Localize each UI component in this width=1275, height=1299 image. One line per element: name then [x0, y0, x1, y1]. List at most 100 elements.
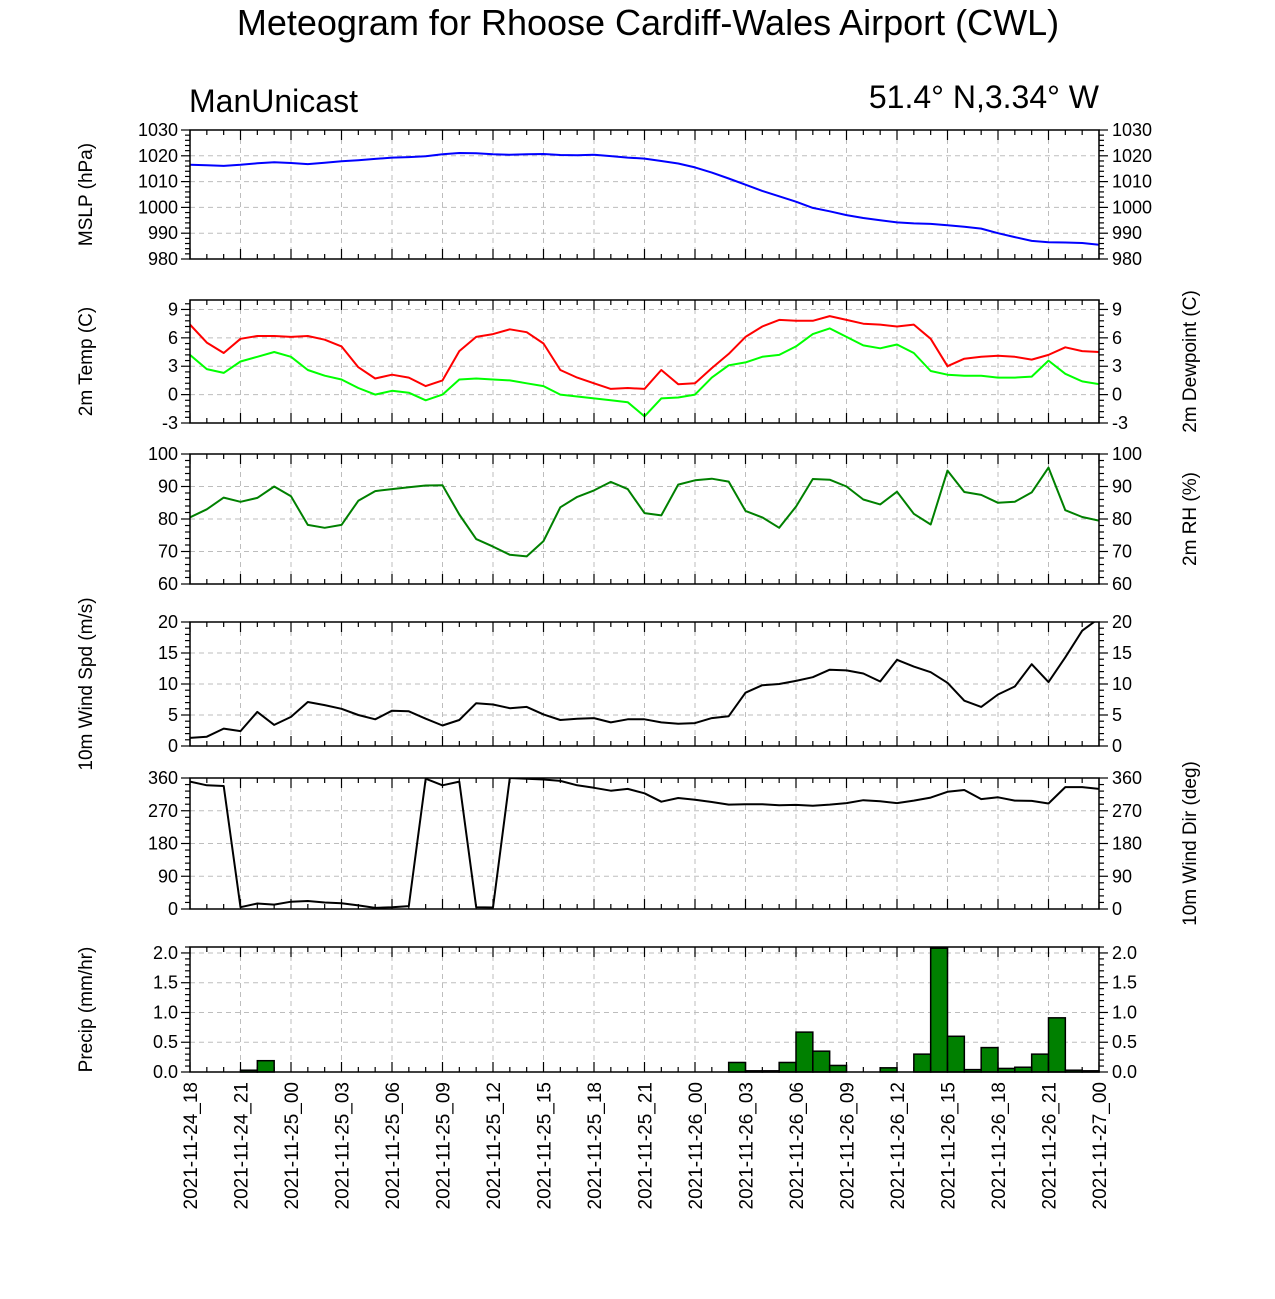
precip-bar — [1047, 1017, 1067, 1073]
y-tick-label: 100 — [148, 444, 178, 464]
y-tick-label: 3 — [168, 356, 178, 376]
y-tick-label: 0 — [1112, 736, 1122, 756]
x-tick-label: 2021-11-25_15 — [535, 1082, 556, 1209]
y-tick-label: 80 — [158, 509, 178, 529]
y-tick-label: 0 — [168, 899, 178, 919]
y-tick-label: 6 — [168, 328, 178, 348]
wspd-series-line-0 — [190, 622, 1096, 739]
y-axis-label-left: 2m Temp (C) — [76, 307, 97, 416]
y-tick-label: 20 — [158, 612, 178, 632]
y-tick-label: 180 — [148, 834, 178, 854]
y-axis-label-left: Precip (mm/hr) — [76, 947, 97, 1073]
y-axis-label-right: 2m Dewpoint (C) — [1180, 290, 1201, 433]
x-tick-label: 2021-11-25_03 — [333, 1082, 354, 1209]
y-tick-label: 1030 — [138, 120, 178, 140]
y-axis-label-right: 2m RH (%) — [1180, 472, 1201, 566]
mslp-series-line-0 — [190, 152, 1099, 246]
y-axis-label-left: MSLP (hPa) — [76, 143, 97, 246]
chart-title: Meteogram for Rhoose Cardiff-Wales Airpo… — [237, 2, 1059, 43]
precip-bar — [929, 947, 949, 1073]
y-tick-label: 1.5 — [1112, 973, 1137, 993]
y-tick-label: 60 — [158, 574, 178, 594]
panel-precip: 0.0 0.0 0.5 0.5 1.0 1.0 1.5 1.5 2.0 2.0 Precip (mm… — [76, 943, 1137, 1082]
y-tick-label: -3 — [162, 413, 178, 433]
y-tick-label: 360 — [148, 768, 178, 788]
y-tick-label: 10 — [158, 674, 178, 694]
precip-bar — [946, 1035, 966, 1073]
y-tick-label: 990 — [148, 223, 178, 243]
precip-bar — [812, 1050, 831, 1073]
x-tick-label: 2021-11-26_09 — [838, 1082, 859, 1209]
y-tick-label: 15 — [1112, 643, 1132, 663]
y-tick-label: 10 — [1112, 674, 1132, 694]
model-label: ManUnicast — [189, 83, 358, 119]
y-tick-label: 0 — [1112, 899, 1122, 919]
y-tick-label: 1000 — [138, 197, 178, 217]
y-tick-label: 2.0 — [1112, 943, 1137, 963]
y-tick-label: 1030 — [1112, 120, 1152, 140]
y-tick-label: 0 — [168, 736, 178, 756]
y-tick-label: 9 — [168, 299, 178, 319]
panel-mslp: 980 980 990 990 1000 1000 1010 1010 1020 1020 1030… — [76, 120, 1152, 269]
y-tick-label: 90 — [1112, 477, 1132, 497]
precip-bar — [1030, 1053, 1050, 1073]
x-tick-label: 2021-11-24_18 — [181, 1082, 202, 1209]
x-tick-label: 2021-11-26_00 — [686, 1082, 707, 1209]
y-tick-label: 5 — [1112, 705, 1122, 725]
x-tick-label: 2021-11-25_06 — [383, 1082, 404, 1209]
y-tick-label: 90 — [158, 477, 178, 497]
x-tick-label: 2021-11-26_06 — [787, 1082, 808, 1209]
y-tick-label: 1010 — [138, 172, 178, 192]
precip-bar — [256, 1059, 275, 1073]
y-tick-label: 2.0 — [153, 943, 178, 963]
x-tick-label: 2021-11-25_12 — [484, 1082, 505, 1209]
y-tick-label: 0 — [1112, 385, 1122, 405]
y-tick-label: 0.5 — [153, 1032, 178, 1052]
x-tick-label: 2021-11-25_09 — [434, 1082, 455, 1209]
y-axis-label-right: 10m Wind Dir (deg) — [1180, 761, 1201, 926]
panel-temp: -3 -3 0 0 3 3 6 6 9 9 2m Temp (C) 2m Dewpoint (C) — [76, 290, 1201, 433]
y-tick-label: -3 — [1112, 413, 1128, 433]
x-tick-label: 2021-11-24_21 — [232, 1082, 253, 1209]
y-tick-label: 0.0 — [1112, 1062, 1137, 1082]
x-tick-label: 2021-11-26_03 — [737, 1082, 758, 1209]
y-tick-label: 70 — [158, 542, 178, 562]
y-tick-label: 980 — [148, 249, 178, 269]
x-tick-label: 2021-11-26_12 — [888, 1082, 909, 1209]
y-tick-label: 1.5 — [153, 973, 178, 993]
precip-bar — [980, 1046, 999, 1073]
y-tick-label: 80 — [1112, 509, 1132, 529]
location-coordinates: 51.4° N,3.34° W — [869, 79, 1100, 115]
y-tick-label: 20 — [1112, 612, 1132, 632]
y-tick-label: 0.0 — [153, 1062, 178, 1082]
y-tick-label: 270 — [148, 801, 178, 821]
y-tick-label: 9 — [1112, 299, 1122, 319]
y-tick-label: 100 — [1112, 444, 1142, 464]
x-tick-label: 2021-11-25_21 — [636, 1082, 657, 1209]
panel-rh: 60 60 70 70 80 80 90 90 100 100 2m RH (%) — [148, 444, 1201, 594]
y-tick-label: 15 — [158, 643, 178, 663]
y-tick-label: 6 — [1112, 328, 1122, 348]
panel-wdir: 0 0 90 90 180 180 270 270 360 360 10m Wind Dir (de… — [148, 761, 1201, 926]
panel-wspd: 0 0 5 5 10 10 15 15 20 20 10m Wind Spd (m/s) — [76, 597, 1132, 770]
precip-bar — [727, 1061, 747, 1073]
y-tick-label: 980 — [1112, 249, 1142, 269]
y-tick-label: 180 — [1112, 834, 1142, 854]
y-tick-label: 90 — [1112, 866, 1132, 886]
x-tick-label: 2021-11-25_00 — [282, 1082, 303, 1209]
y-tick-label: 1.0 — [153, 1002, 178, 1022]
y-tick-label: 1.0 — [1112, 1002, 1137, 1022]
y-tick-label: 70 — [1112, 542, 1132, 562]
y-tick-label: 1010 — [1112, 172, 1152, 192]
y-tick-label: 360 — [1112, 768, 1142, 788]
rh-series-line-0 — [190, 466, 1099, 558]
y-axis-label-left: 10m Wind Spd (m/s) — [76, 597, 97, 770]
temp-series-line-0 — [190, 315, 1099, 390]
x-axis-tick-labels: 2021-11-24_18 2021-11-24_21 2021-11-25_00 2… — [181, 1082, 1111, 1209]
y-tick-label: 3 — [1112, 356, 1122, 376]
precip-bar — [913, 1053, 932, 1073]
y-tick-label: 270 — [1112, 801, 1142, 821]
y-tick-label: 1020 — [1112, 146, 1152, 166]
